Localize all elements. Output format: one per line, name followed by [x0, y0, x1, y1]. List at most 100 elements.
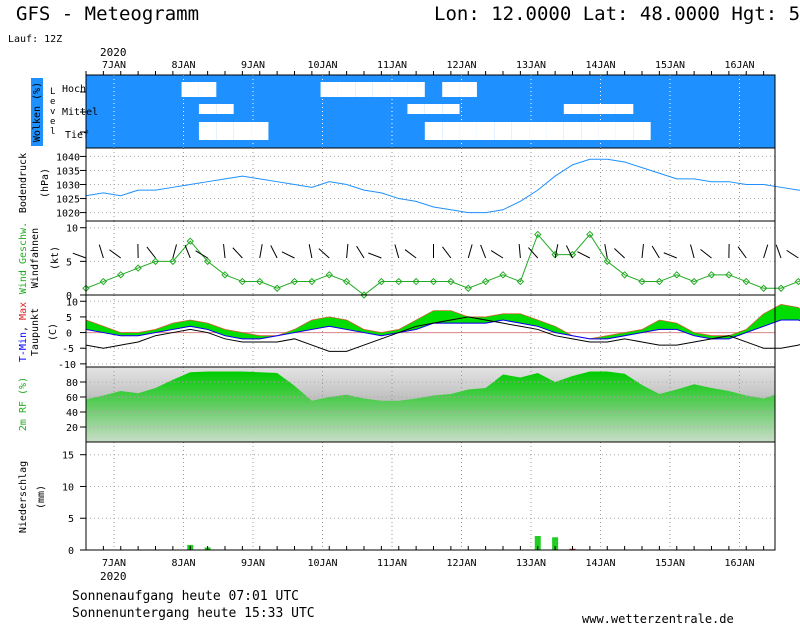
wind-speed-point — [481, 277, 490, 286]
dewpoint-axis-title: Taupunkt — [30, 308, 41, 356]
wind-speed-point — [151, 257, 160, 266]
wind-barb — [72, 252, 87, 259]
rh-tick-label: 40 — [66, 408, 78, 419]
wind-tick-label: 10 — [66, 224, 78, 235]
wind-speed-point — [620, 271, 629, 279]
precip-bar — [552, 537, 559, 550]
run-label: Lauf: 12Z — [8, 34, 62, 45]
day-label-bottom: 13JAN — [516, 558, 546, 569]
wind-barb — [259, 244, 263, 259]
cloud-block-hoch — [407, 82, 425, 97]
wind-speed-point — [759, 284, 768, 292]
wind-barb — [577, 251, 591, 259]
cloud-block-hoch — [789, 82, 800, 97]
wind-barb — [98, 244, 104, 259]
day-label-top: 13JAN — [516, 60, 546, 71]
cloud-block-tief — [633, 122, 651, 140]
wind-barb — [490, 250, 504, 259]
wind-speed-point — [499, 271, 507, 279]
day-label-top: 9JAN — [241, 60, 265, 71]
day-label-bottom: 10JAN — [307, 558, 337, 569]
wind-speed-point — [325, 271, 333, 279]
wind-speed-point — [256, 277, 264, 286]
year-label-bottom: 2020 — [100, 570, 127, 583]
cloud-block-tief — [581, 122, 599, 140]
wind-barb — [518, 244, 521, 259]
wind-speed-point — [360, 291, 368, 299]
day-label-bottom: 7JAN — [102, 558, 126, 569]
wind-speed-point — [412, 277, 420, 286]
temp-tick-label: -10 — [58, 360, 76, 371]
level-letter-1: L — [50, 87, 55, 97]
day-label-bottom: 12JAN — [446, 558, 476, 569]
wind-barb — [528, 247, 539, 259]
precip-tick-label: 15 — [62, 451, 74, 462]
wind-speed-point — [707, 271, 716, 279]
wind-speed-point — [655, 277, 664, 286]
pressure-line — [85, 158, 800, 214]
wind-barb — [786, 249, 799, 259]
wind-speed-point — [238, 277, 247, 286]
panel-labels: Wolken (%) Hoch Mittel Tief L e v e l Bo… — [18, 78, 98, 533]
day-label-top: 8JAN — [171, 60, 195, 71]
wind-barb — [763, 244, 769, 259]
wind-speed-point — [221, 271, 229, 279]
wind-barb — [270, 245, 278, 259]
wind-speed-point — [169, 257, 177, 266]
cloud-block-mittel — [615, 104, 634, 114]
cloud-block-hoch — [442, 82, 460, 97]
wind-barb — [195, 250, 208, 259]
wind-barb — [663, 252, 677, 259]
wind-speed-point — [447, 277, 455, 286]
cloud-block-tief — [198, 122, 217, 140]
day-label-top: 16JAN — [724, 60, 754, 71]
wind-barb — [651, 245, 660, 259]
day-label-top: 12JAN — [446, 60, 476, 71]
source-link[interactable]: www.wetterzentrale.de — [582, 612, 734, 625]
level-letter-5: l — [50, 127, 55, 137]
wind-tick-label: 5 — [66, 257, 72, 268]
cloud-block-mittel — [563, 104, 582, 114]
dewpoint-line — [85, 316, 800, 352]
wind-barb — [604, 244, 608, 259]
cloud-block-tief — [598, 122, 616, 140]
wind-speed-point — [308, 277, 316, 286]
day-label-bottom: 15JAN — [655, 558, 685, 569]
cloud-block-hoch — [320, 82, 338, 97]
wind-barb — [346, 244, 349, 259]
wind-speed-point — [395, 277, 403, 286]
cloud-block-tief — [442, 122, 460, 140]
cloud-block-hoch — [198, 82, 217, 97]
wind-panel-border — [85, 220, 776, 296]
cloud-block-tief — [511, 122, 530, 140]
temp-axis-title: T-Min, Max — [18, 302, 29, 362]
wind-speed-point — [464, 284, 472, 292]
cloud-block-hoch — [372, 82, 391, 97]
wind-barb-axis-title: Windfahnen — [30, 228, 41, 288]
day-label-bottom: 14JAN — [585, 558, 615, 569]
precip-axis-title: Niederschlag — [18, 461, 29, 533]
wind-barb — [700, 248, 712, 259]
cloud-block-mittel — [407, 104, 425, 114]
wind-speed-point — [377, 277, 386, 286]
wind-speed-point — [794, 277, 800, 286]
svg-text:Wolken (%): Wolken (%) — [32, 82, 43, 142]
cloud-block-hoch — [355, 82, 373, 97]
wind-speed-point — [516, 277, 525, 286]
rh-tick-label: 20 — [66, 423, 78, 434]
cloud-level-mittel: Mittel — [62, 107, 98, 118]
precip-tick-label: 5 — [68, 514, 74, 525]
rh-tick-label: 80 — [66, 378, 78, 389]
temp-axis-unit: (C) — [48, 323, 59, 341]
wind-barb — [480, 244, 487, 259]
wind-barb — [184, 244, 191, 259]
wind-speed-point — [290, 277, 299, 286]
wind-speed-point — [203, 257, 212, 266]
cloud-block-tief — [251, 122, 269, 140]
cloud-block-mittel — [198, 104, 217, 114]
temp-panel-border — [85, 294, 776, 368]
pressure-axis-unit: (hPa) — [40, 168, 51, 198]
wind-speed-point — [586, 230, 594, 239]
cloud-block-mittel — [442, 104, 460, 114]
temp-tick-label: -5 — [62, 344, 74, 355]
